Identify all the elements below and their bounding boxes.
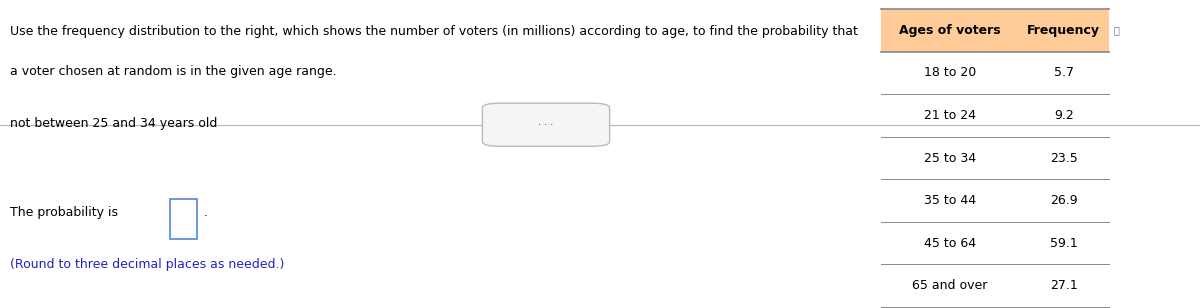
- FancyBboxPatch shape: [482, 103, 610, 146]
- Text: ⧉: ⧉: [1114, 26, 1120, 35]
- Text: not between 25 and 34 years old: not between 25 and 34 years old: [10, 117, 217, 130]
- FancyBboxPatch shape: [881, 9, 1109, 52]
- Text: 25 to 34: 25 to 34: [924, 152, 976, 164]
- Text: 59.1: 59.1: [1050, 237, 1078, 249]
- FancyBboxPatch shape: [170, 199, 197, 239]
- Text: · · ·: · · ·: [539, 120, 553, 130]
- Text: 18 to 20: 18 to 20: [924, 67, 976, 79]
- Text: 35 to 44: 35 to 44: [924, 194, 976, 207]
- Text: Frequency: Frequency: [1027, 24, 1100, 37]
- Text: Ages of voters: Ages of voters: [899, 24, 1001, 37]
- Text: 65 and over: 65 and over: [912, 279, 988, 292]
- Text: 5.7: 5.7: [1054, 67, 1074, 79]
- Text: (Round to three decimal places as needed.): (Round to three decimal places as needed…: [10, 258, 284, 271]
- Text: 9.2: 9.2: [1054, 109, 1074, 122]
- Text: 45 to 64: 45 to 64: [924, 237, 976, 249]
- Text: 21 to 24: 21 to 24: [924, 109, 976, 122]
- Text: Use the frequency distribution to the right, which shows the number of voters (i: Use the frequency distribution to the ri…: [10, 25, 858, 38]
- Text: 23.5: 23.5: [1050, 152, 1078, 164]
- Text: .: .: [204, 206, 208, 219]
- Text: The probability is: The probability is: [10, 206, 118, 219]
- Text: 27.1: 27.1: [1050, 279, 1078, 292]
- Text: 26.9: 26.9: [1050, 194, 1078, 207]
- Text: a voter chosen at random is in the given age range.: a voter chosen at random is in the given…: [10, 65, 336, 78]
